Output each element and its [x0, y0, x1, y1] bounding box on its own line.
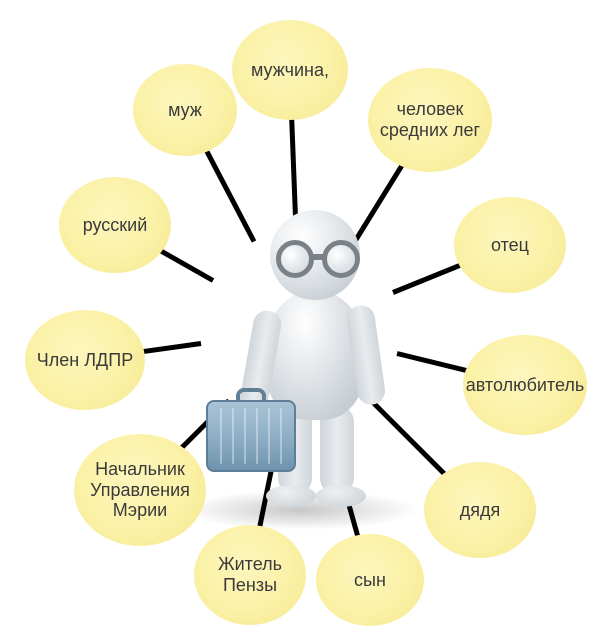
node-label: русский	[83, 215, 148, 236]
node-russkiy: русский	[59, 177, 171, 273]
node-ldpr: Член ЛДПР	[25, 310, 145, 410]
glasses-icon	[270, 240, 370, 280]
node-nachalnik: НачальникУправленияМэрии	[74, 434, 206, 546]
node-label: НачальникУправленияМэрии	[90, 459, 190, 521]
node-label: Член ЛДПР	[37, 350, 133, 371]
node-syn: сын	[316, 534, 424, 626]
node-label: ЖительПензы	[218, 554, 282, 595]
briefcase-icon	[206, 400, 296, 472]
radial-diagram: мужчина, человексредних лег отец автолюбите…	[0, 0, 604, 634]
node-label: отец	[491, 235, 529, 256]
node-label: мужчина,	[251, 60, 329, 81]
node-muzhchina: мужчина,	[232, 20, 348, 120]
node-muzh: муж	[133, 64, 237, 156]
node-label: муж	[168, 100, 202, 121]
spoke	[392, 261, 466, 295]
node-dyadya: дядя	[424, 462, 536, 558]
node-avto: автолюбитель	[463, 335, 587, 435]
node-label: человексредних лег	[380, 99, 480, 140]
spoke	[397, 351, 473, 374]
node-label: сын	[354, 570, 386, 591]
node-penza: ЖительПензы	[194, 525, 306, 625]
node-label: дядя	[460, 500, 501, 521]
spoke	[138, 341, 201, 355]
node-otec: отец	[454, 197, 566, 293]
center-figure	[200, 200, 400, 500]
node-srednih-let: человексредних лег	[368, 68, 492, 172]
node-label: автолюбитель	[466, 375, 585, 396]
